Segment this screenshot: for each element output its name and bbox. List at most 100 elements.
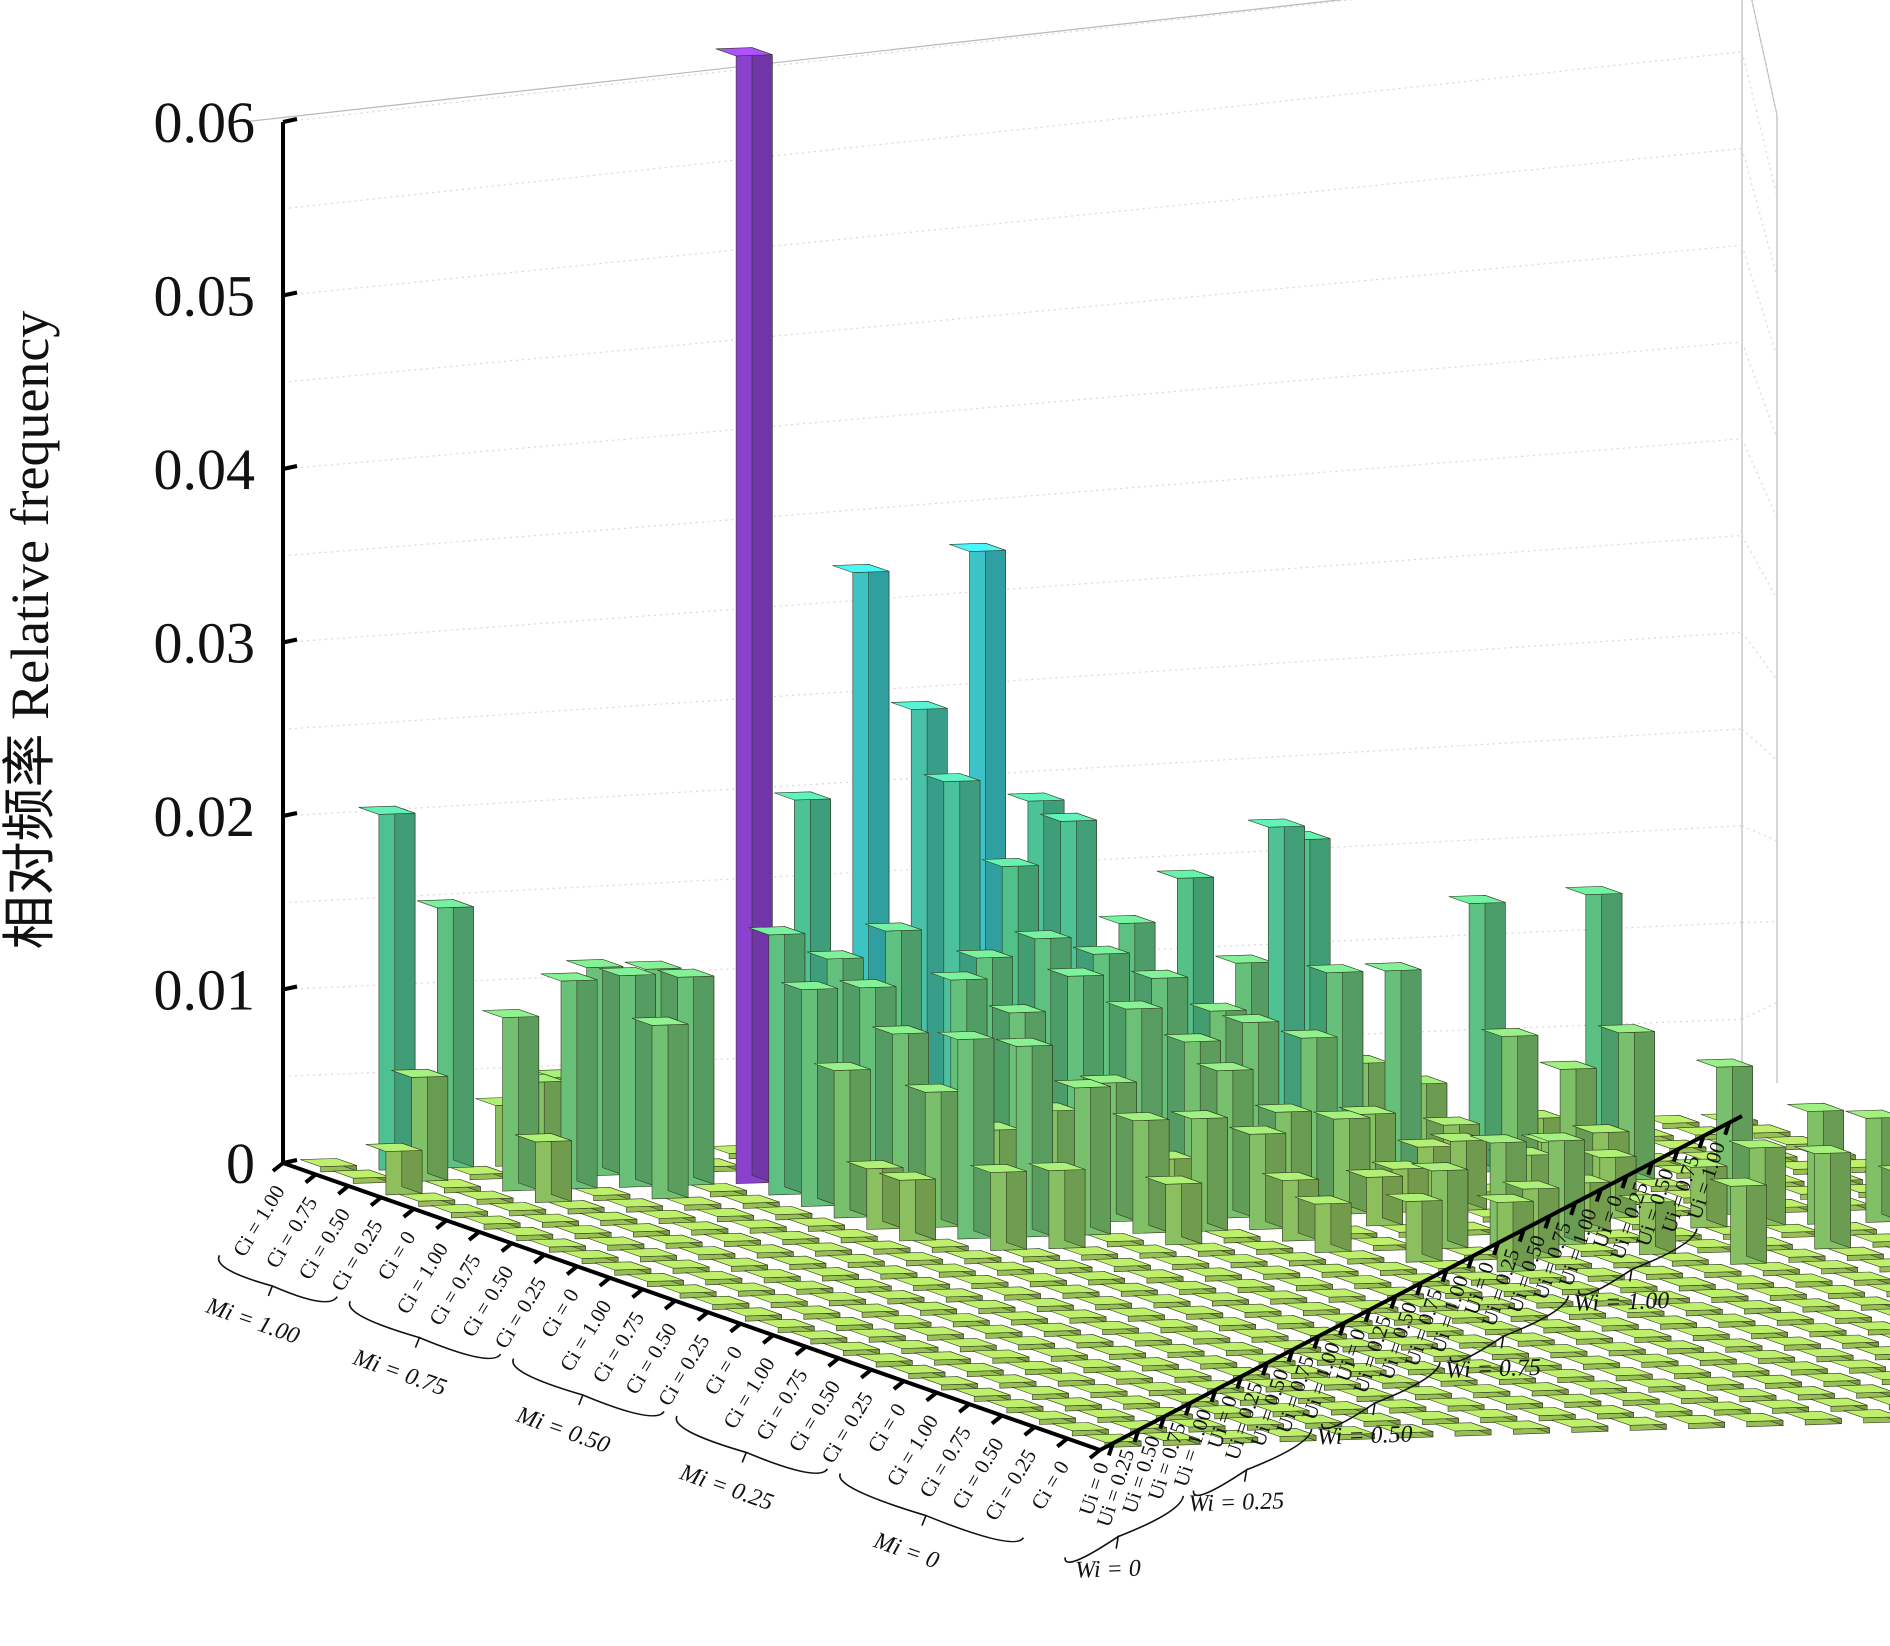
- bar-face-top: [1861, 1371, 1890, 1380]
- floor-tile: [783, 1305, 841, 1320]
- floor-tile: [790, 1330, 848, 1345]
- bar-face-top: [671, 1221, 728, 1231]
- right-axis-tick: [1671, 1148, 1680, 1163]
- bar-face-side: [1206, 1110, 1228, 1231]
- floor-tile: [1128, 1381, 1186, 1397]
- floor-tile: [1217, 1278, 1275, 1294]
- bar-face-top: [1313, 1110, 1370, 1120]
- bar-face-top: [1642, 1114, 1700, 1124]
- bar-face-top: [1369, 1399, 1427, 1409]
- bar-face-top: [991, 1311, 1048, 1321]
- bar-face-top: [1306, 964, 1363, 974]
- bar-face-top: [1135, 1406, 1193, 1416]
- floor-tile: [1724, 1300, 1781, 1315]
- bar-face-top: [300, 1158, 357, 1168]
- bar-face-top: [946, 1362, 1004, 1372]
- floor-tile: [1586, 1229, 1644, 1244]
- bar: [358, 805, 416, 1171]
- bar: [1313, 1110, 1371, 1215]
- floor-tile: [547, 1200, 605, 1215]
- bar: [748, 926, 806, 1196]
- left-axis-tick: [435, 1218, 448, 1230]
- bar-face-top: [1873, 1308, 1890, 1316]
- floor-tile: [795, 1242, 852, 1257]
- floor-tile: [1854, 1346, 1890, 1361]
- bar-face-front: [1863, 1416, 1890, 1424]
- bar-face-top: [781, 981, 838, 991]
- bar-face-top: [1271, 1364, 1328, 1374]
- bar-face-top: [1388, 1361, 1445, 1371]
- bar-face-top: [956, 949, 1013, 959]
- floor-tile: [1556, 1330, 1613, 1345]
- bar-face-top: [790, 1330, 847, 1340]
- left-axis-tick: [696, 1310, 710, 1322]
- left-axis-tick: [500, 1241, 514, 1253]
- floor-tile: [834, 1278, 892, 1293]
- right-axis-tick: [1569, 1202, 1577, 1216]
- floor-tile: [1329, 1362, 1387, 1378]
- bar-face-top: [1250, 1290, 1307, 1300]
- bar-face-top: [1112, 1112, 1170, 1122]
- bar-face-top: [645, 1234, 703, 1244]
- bar-face-top: [1535, 1256, 1592, 1266]
- floor-tile: [1285, 1414, 1343, 1429]
- bar-face-side: [667, 1016, 689, 1199]
- bar-face-top: [1763, 1336, 1821, 1346]
- bar-face-top: [1880, 1333, 1890, 1338]
- floor-tile: [1224, 1303, 1282, 1318]
- gridline-right: [1741, 51, 1778, 196]
- right-axis-tick: [1466, 1255, 1475, 1269]
- bar-face-side: [550, 1133, 572, 1202]
- bar-face-side: [1764, 1139, 1786, 1226]
- left-group-label: Mi = 0: [870, 1527, 943, 1574]
- left-group-label: Mi = 0.50: [512, 1402, 613, 1459]
- left-axis-tick: [794, 1345, 808, 1357]
- floor-tile: [1460, 1408, 1518, 1424]
- bar-face-top: [809, 1292, 866, 1302]
- floor-tile: [1119, 1244, 1177, 1259]
- floor-tile: [711, 1257, 768, 1272]
- bar-face-top: [1731, 1325, 1788, 1335]
- bar-face-top: [554, 1225, 612, 1235]
- floor-tile: [1866, 1283, 1890, 1298]
- floor-tile: [802, 1267, 859, 1282]
- left-axis-tick: [467, 1230, 481, 1242]
- floor-tile: [580, 1211, 638, 1226]
- bar-face-top: [979, 1374, 1037, 1384]
- floor-tile: [332, 1169, 390, 1184]
- bar-face-top: [416, 899, 474, 909]
- bar-face-top: [860, 1265, 918, 1275]
- bar-face-top: [1308, 1288, 1366, 1298]
- bar-face-top: [1054, 1079, 1111, 1089]
- bar-face-top: [953, 1387, 1011, 1397]
- bar-face-top: [1854, 1346, 1890, 1356]
- gridline-right: [1741, 535, 1778, 600]
- bar-face-top: [918, 1263, 976, 1273]
- bar-face-top: [848, 1328, 906, 1338]
- bar-face-top: [1458, 1296, 1515, 1306]
- bar-face-top: [1579, 1149, 1637, 1159]
- floor-tile: [1801, 1260, 1858, 1275]
- bar-face-top: [1044, 1397, 1102, 1407]
- bar-face-top: [1859, 1258, 1890, 1268]
- floor-tile: [1205, 1341, 1263, 1357]
- bar-face-top: [1598, 1024, 1655, 1034]
- bar-face-top: [1285, 1414, 1342, 1424]
- bar-face-top: [1353, 1236, 1410, 1246]
- floor-tile: [965, 1324, 1023, 1339]
- bar-face-top: [463, 1215, 521, 1225]
- bar-face-top: [1633, 1290, 1690, 1300]
- floor-tile: [755, 1206, 813, 1221]
- back-walls: [242, 0, 1778, 1116]
- right-axis-tick: [1697, 1135, 1706, 1149]
- bar-face-top: [788, 1217, 845, 1227]
- bar-face-top: [332, 1169, 390, 1179]
- bar-face-top: [1212, 1366, 1270, 1376]
- bar-face-top: [1794, 1145, 1851, 1155]
- bar-face-front: [1879, 1266, 1890, 1273]
- bar-face-top: [1516, 1294, 1574, 1304]
- bar-face-top: [1131, 969, 1188, 979]
- bar-face-top: [925, 1288, 983, 1298]
- floor-tile: [529, 1238, 586, 1253]
- bar-face-top: [1672, 1326, 1730, 1336]
